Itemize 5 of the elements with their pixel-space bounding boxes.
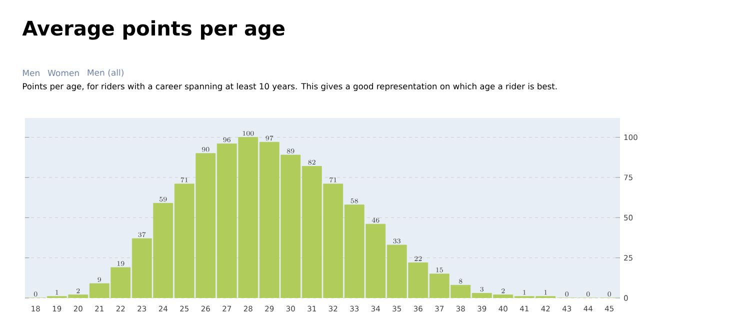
text: Women: [48, 70, 79, 76]
chart-title: Average points per age: [22, 20, 284, 40]
chart-subtitle: Points per age, for riders with a career spanning at least 10 years. This gives a good representation on which age a rider is best.: [23, 82, 557, 92]
text: Men (all): [88, 69, 124, 77]
text: Men: [23, 70, 40, 76]
